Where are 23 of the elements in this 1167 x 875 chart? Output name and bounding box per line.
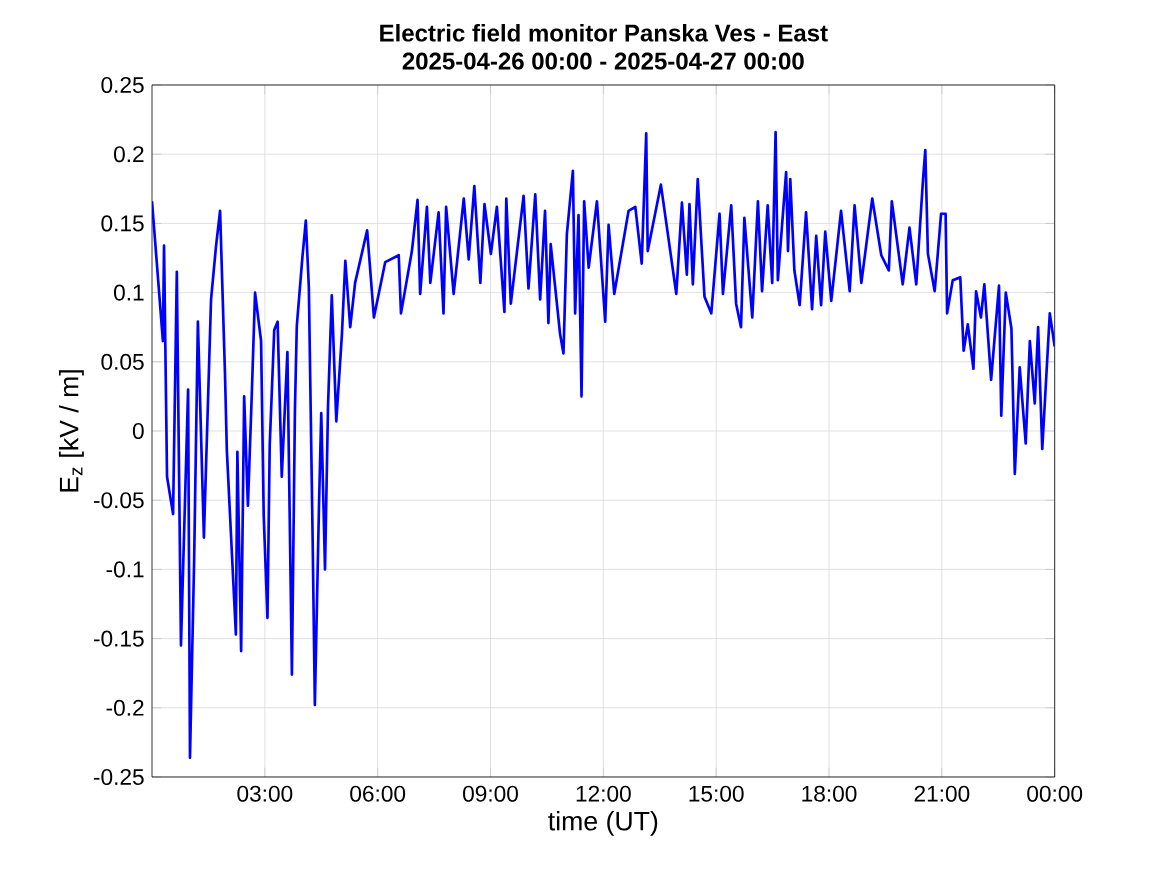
chart-subtitle: 2025-04-26 00:00 - 2025-04-27 00:00: [402, 52, 804, 70]
x-tick-label: 03:00: [237, 785, 293, 802]
x-tick-label: 06:00: [350, 785, 406, 802]
y-tick-label: -0.15: [93, 630, 144, 647]
y-tick-label: -0.25: [93, 768, 144, 786]
y-tick-label: 0.2: [113, 146, 144, 163]
x-tick-label: 12:00: [576, 785, 631, 802]
x-tick-label: 21:00: [914, 785, 970, 802]
x-tick-label: 00:00: [1027, 785, 1083, 802]
y-tick-label: 0.1: [113, 284, 144, 301]
y-tick-label: -0.2: [106, 699, 144, 716]
y-tick-label: 0.15: [101, 215, 144, 232]
chart-title: Electric field monitor Panska Ves - East: [380, 23, 828, 42]
y-tick-label: 0.05: [101, 353, 144, 370]
x-axis-title: time (UT): [548, 810, 658, 836]
x-tick-label: 18:00: [802, 785, 857, 802]
y-tick-label: -0.1: [106, 561, 144, 578]
y-tick-label: 0.25: [101, 76, 144, 94]
y-axis-title: E$_{z}$ [kV / m]: [58, 370, 84, 492]
x-tick-label: 09:00: [463, 785, 518, 802]
y-tick-label: -0.05: [93, 492, 144, 509]
y-tick-label: 0: [132, 422, 144, 440]
x-tick-label: 15:00: [689, 785, 744, 802]
